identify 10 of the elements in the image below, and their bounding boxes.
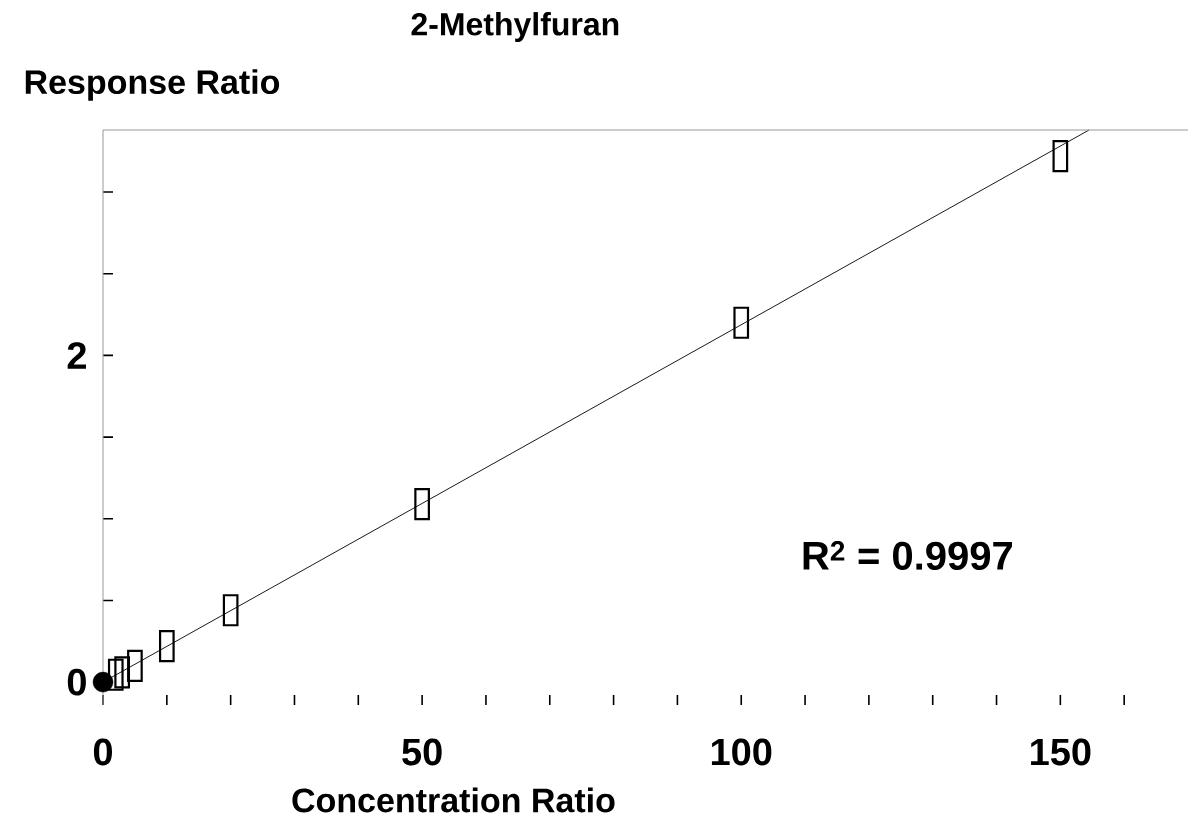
annotation: R$^{2}$ = 0.9997 bbox=[803, 541, 1012, 570]
chart-title: 2-Methylfuran bbox=[411, 12, 619, 42]
point bbox=[92, 671, 114, 693]
x-axis-title: Concentration Ratio bbox=[292, 787, 615, 813]
x-tick-label: 100 bbox=[711, 738, 772, 766]
x-tick-label: 150 bbox=[1031, 738, 1091, 766]
y-axis-title: Response Ratio bbox=[25, 69, 280, 101]
y-tick-label: 2 bbox=[67, 342, 86, 369]
x-tick-label: 0 bbox=[93, 738, 113, 766]
x-tick-label: 50 bbox=[402, 738, 442, 766]
